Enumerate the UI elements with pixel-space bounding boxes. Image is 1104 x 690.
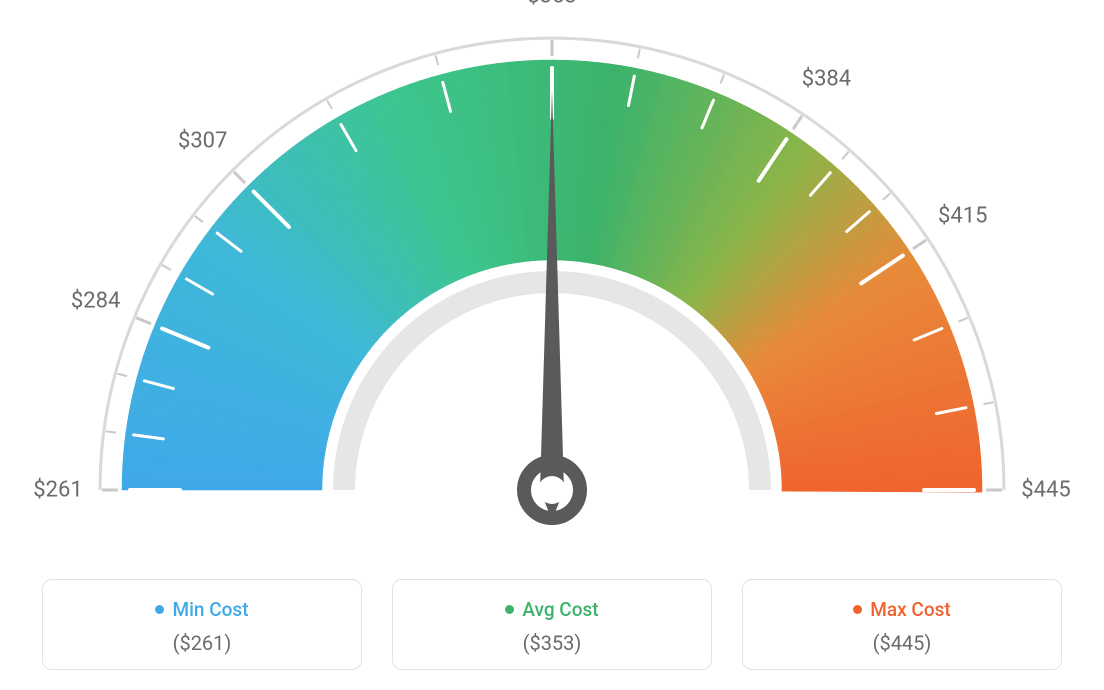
legend-label-max: Max Cost — [870, 598, 950, 621]
gauge-tick-label: $307 — [178, 128, 227, 153]
legend-dot-min — [155, 605, 164, 614]
legend-label-avg: Avg Cost — [522, 598, 598, 621]
legend-label-min: Min Cost — [172, 598, 248, 621]
gauge-chart — [0, 0, 1104, 560]
gauge-tick-label: $261 — [33, 478, 82, 503]
legend-title-max: Max Cost — [853, 598, 950, 621]
legend-card-max: Max Cost ($445) — [742, 579, 1062, 670]
legend-title-avg: Avg Cost — [505, 598, 598, 621]
gauge-tick-label: $284 — [71, 288, 120, 313]
legend-value-avg: ($353) — [403, 631, 701, 655]
gauge-container: $261 $284 $307 $353 $384 $415 $445 — [0, 0, 1104, 560]
legend-card-avg: Avg Cost ($353) — [392, 579, 712, 670]
legend-card-min: Min Cost ($261) — [42, 579, 362, 670]
legend-title-min: Min Cost — [155, 598, 248, 621]
gauge-tick-label: $384 — [802, 67, 851, 92]
legend-row: Min Cost ($261) Avg Cost ($353) Max Cost… — [0, 579, 1104, 670]
gauge-tick-label: $445 — [1021, 478, 1070, 503]
legend-dot-max — [853, 605, 862, 614]
legend-value-max: ($445) — [753, 631, 1051, 655]
gauge-tick-label: $353 — [527, 0, 576, 9]
gauge-tick-label: $415 — [938, 203, 987, 228]
legend-value-min: ($261) — [53, 631, 351, 655]
legend-dot-avg — [505, 605, 514, 614]
